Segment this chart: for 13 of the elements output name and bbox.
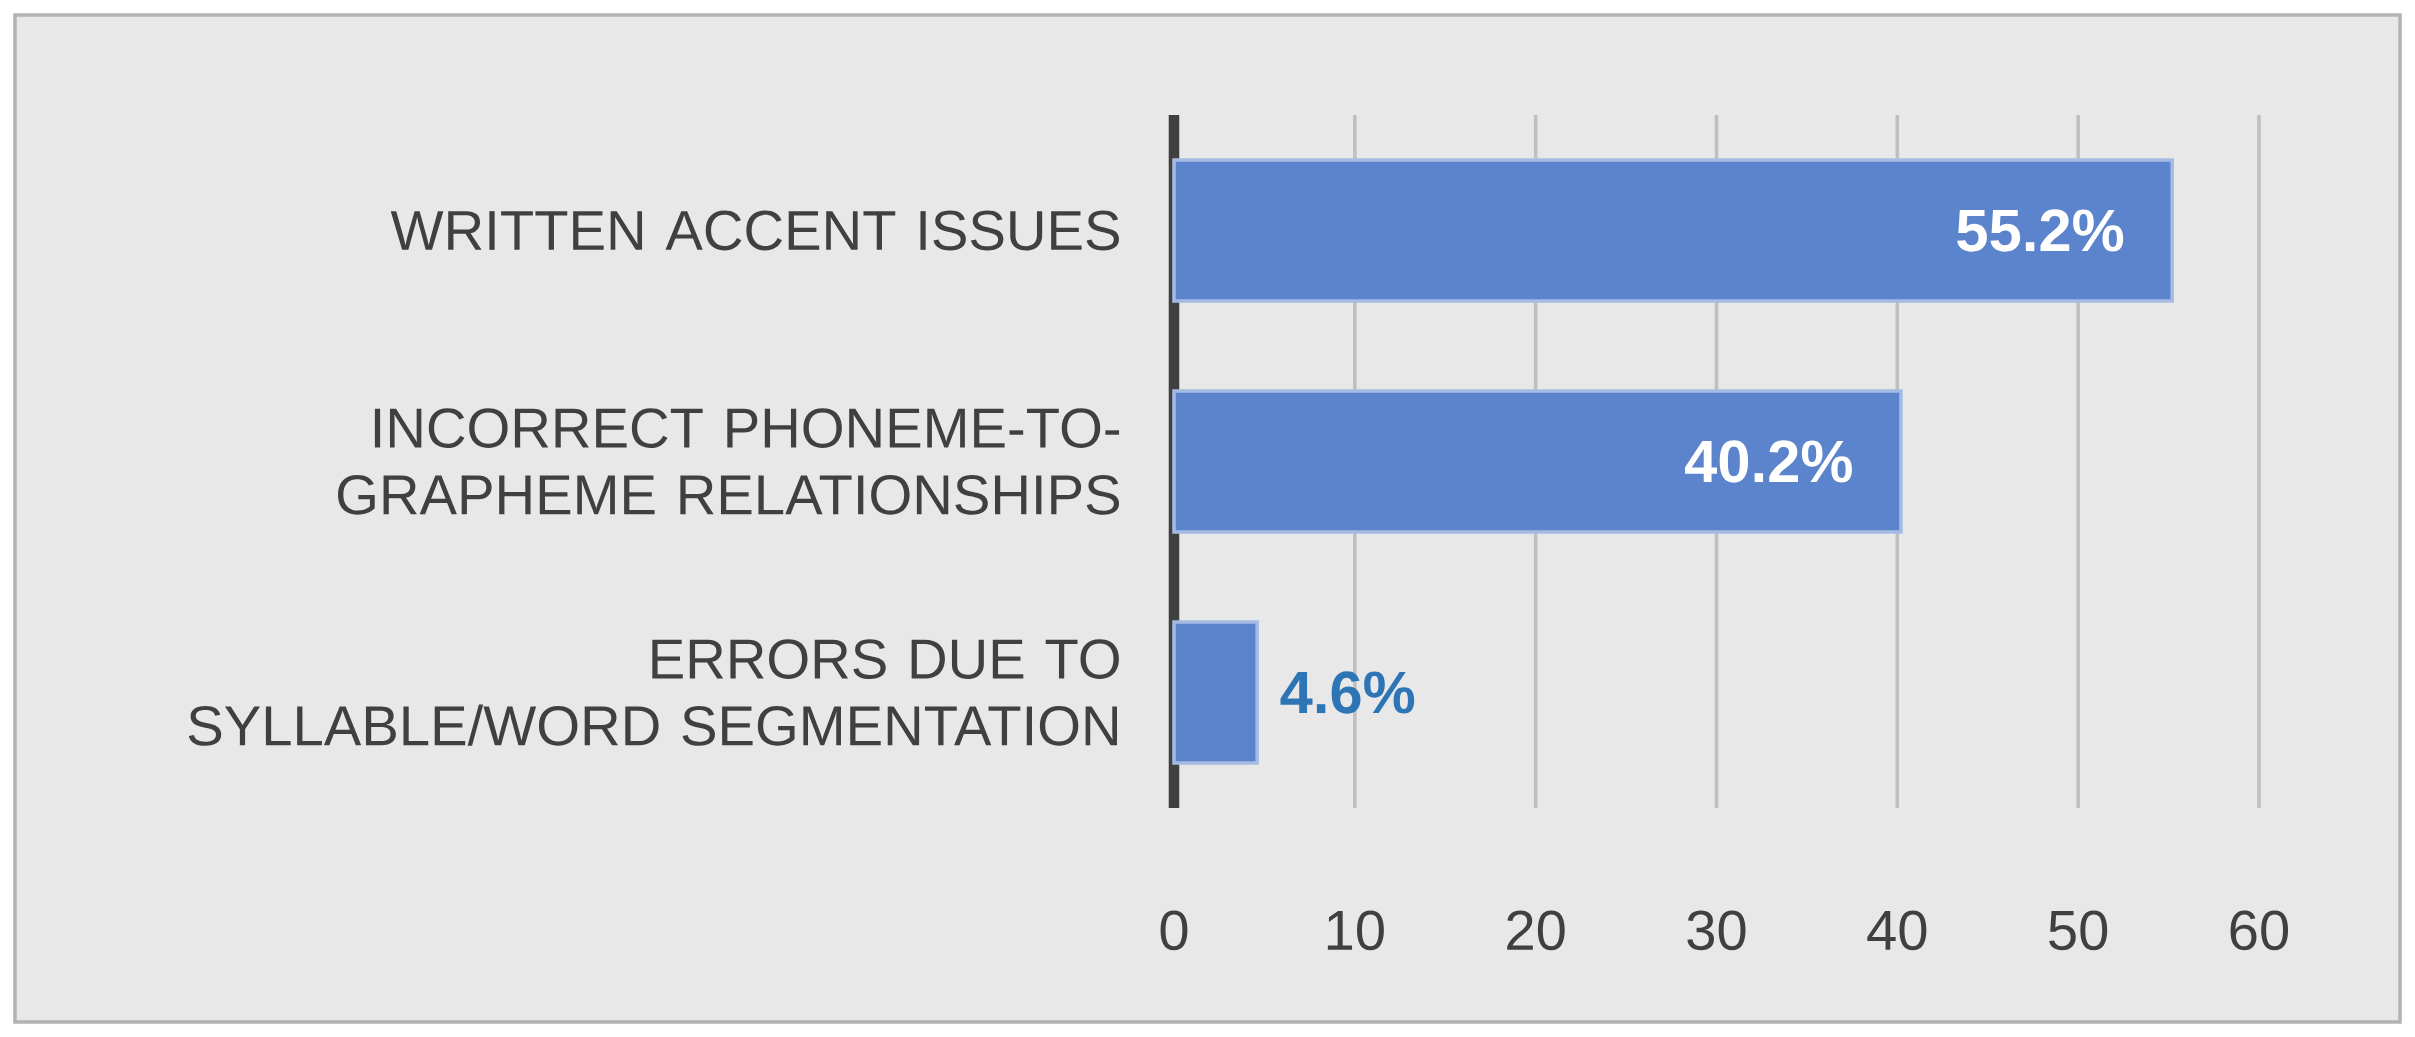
x-tick-label: 0 xyxy=(1160,910,1188,951)
data-label: 4.6% xyxy=(1280,671,1415,714)
x-tick-label: 40 xyxy=(1867,910,1927,951)
data-label: 40.2% xyxy=(1684,440,1852,483)
data-label: 55.2% xyxy=(1957,209,2124,252)
y-tick-label: INCORRECT PHONEME-TO-GRAPHEME RELATIONSHIPS xyxy=(338,408,1120,515)
y-tick-label: ERRORS DUE TO SYLLABLE/WORD SEGMENTATION xyxy=(188,639,1119,746)
x-tick-label: 20 xyxy=(1507,910,1565,951)
x-tick-label: 30 xyxy=(1687,910,1746,951)
x-tick-label: 50 xyxy=(2049,910,2108,951)
x-tick-label: 60 xyxy=(2230,910,2289,951)
y-tick-label: WRITTEN ACCENT ISSUES xyxy=(390,210,1119,251)
x-tick-label: 10 xyxy=(1327,910,1384,951)
